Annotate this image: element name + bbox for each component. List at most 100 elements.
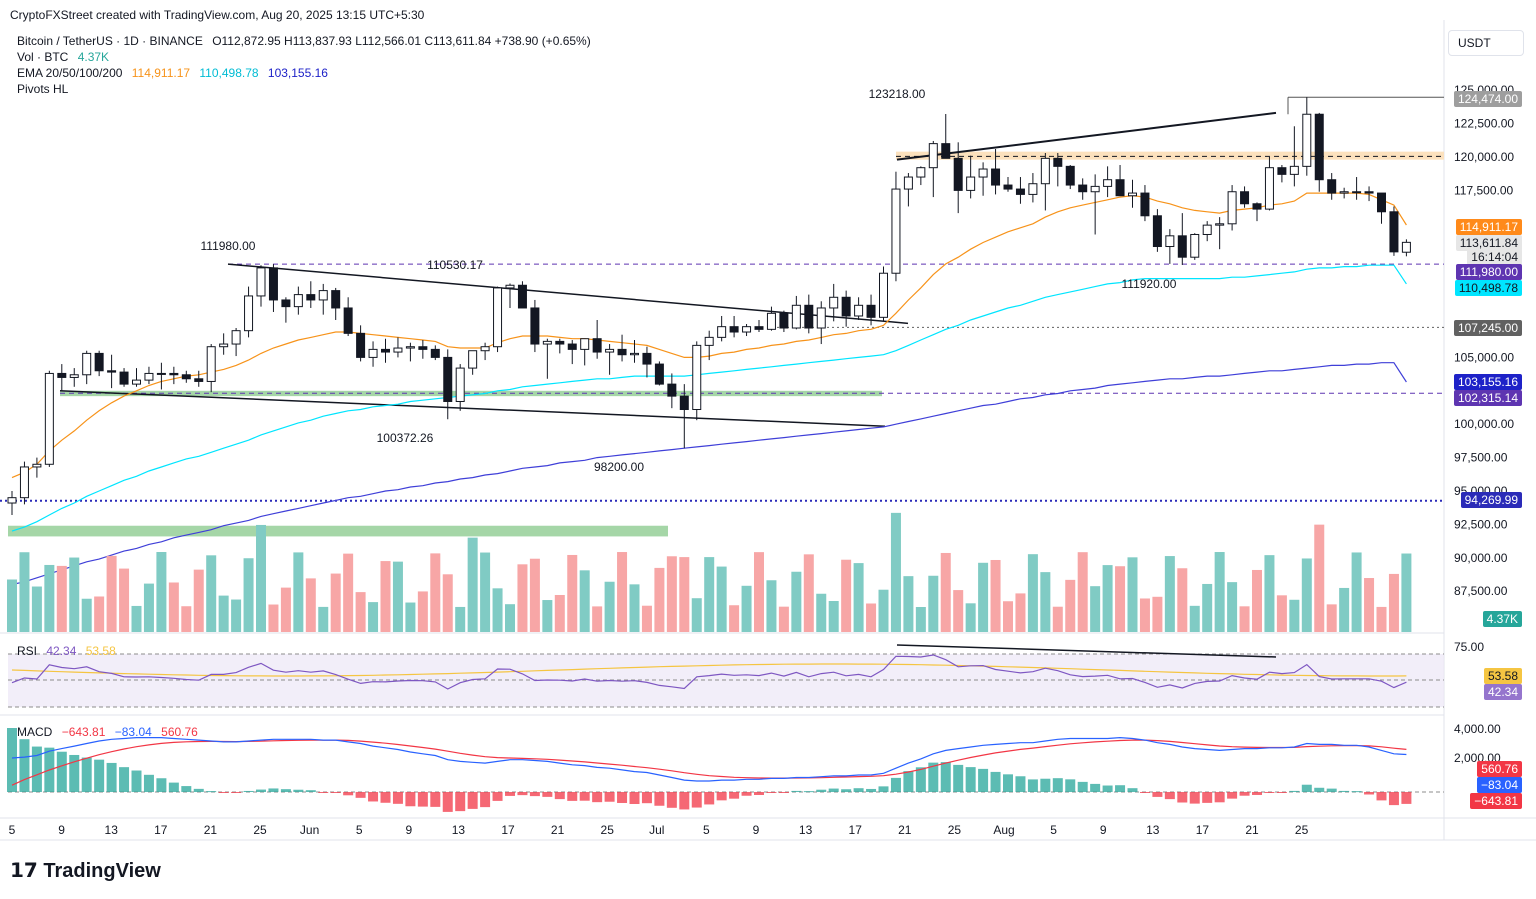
macd-line-value: −83.04 xyxy=(114,725,152,739)
macd-histogram-bar xyxy=(1314,787,1325,792)
candle-body xyxy=(1190,233,1200,258)
volume-bar xyxy=(803,554,814,632)
candle-body xyxy=(692,344,702,411)
candle-body xyxy=(1264,167,1274,210)
candle-body xyxy=(331,290,341,309)
x-tick-label: 5 xyxy=(9,823,16,837)
rsi-line xyxy=(11,654,1407,690)
price-label-124474: 124,474.00 xyxy=(1453,91,1522,107)
volume-bar xyxy=(567,554,578,632)
volume-bar xyxy=(1139,598,1150,632)
candle-body xyxy=(1040,157,1050,185)
macd-histogram-bar xyxy=(330,792,341,793)
candle-body xyxy=(1028,183,1038,195)
candle-body xyxy=(1015,188,1025,195)
volume-bar xyxy=(729,605,740,632)
candle-body xyxy=(418,346,428,350)
volume-bar xyxy=(890,512,901,632)
macd-histogram-bar xyxy=(778,792,789,793)
volume-bar xyxy=(268,604,279,632)
macd-histogram-bar xyxy=(666,792,677,808)
candle-body xyxy=(19,466,29,499)
rsi-legend[interactable]: RSI 42.34 53.58 xyxy=(17,644,122,658)
x-tick-label: 17 xyxy=(501,823,515,837)
candle-body xyxy=(605,348,615,353)
volume-bar xyxy=(1052,606,1063,632)
candle-body xyxy=(455,367,465,402)
candle-body xyxy=(567,343,577,350)
volume-bar xyxy=(1065,579,1076,632)
y-tick-label: 105,000.00 xyxy=(1454,350,1514,364)
candle-body xyxy=(1078,184,1088,193)
candle-body xyxy=(1352,191,1362,194)
volume-bar xyxy=(1364,578,1375,632)
price-label-current: 113,611.84 xyxy=(1455,235,1522,251)
macd-line-label: −83.04 xyxy=(1476,777,1522,793)
volume-bar xyxy=(778,606,789,632)
volume-bar xyxy=(69,557,80,632)
candle-body xyxy=(928,143,938,169)
macd-histogram-bar xyxy=(355,792,366,798)
volume-legend[interactable]: Vol · BTC 4.37K xyxy=(17,50,115,64)
volume-bar xyxy=(953,590,964,632)
volume-bar xyxy=(81,598,92,632)
price-label-102315: 102,315.14 xyxy=(1453,390,1522,406)
macd-histogram-bar xyxy=(978,768,989,792)
volume-bar xyxy=(1214,552,1225,632)
x-tick-label: Aug xyxy=(993,823,1014,837)
volume-bar xyxy=(1376,606,1387,632)
macd-histogram-bar xyxy=(1388,792,1399,806)
candle-body xyxy=(244,295,254,332)
macd-histogram-bar xyxy=(679,792,690,810)
ema-legend[interactable]: EMA 20/50/100/200 114,911.17 110,498.78 … xyxy=(17,66,334,80)
volume-bar xyxy=(193,569,204,632)
x-tick-label: 5 xyxy=(703,823,710,837)
volume-bar xyxy=(368,602,379,632)
macd-legend[interactable]: MACD −643.81 −83.04 560.76 xyxy=(17,725,204,739)
rsi-ma-label: 53.58 xyxy=(1483,668,1522,684)
candle-body xyxy=(1289,165,1299,175)
macd-histogram-bar xyxy=(7,728,17,792)
volume-bar xyxy=(1152,596,1163,632)
volume-bar xyxy=(330,573,341,632)
macd-histogram-bar xyxy=(318,792,329,793)
macd-tick-label: 4,000.00 xyxy=(1454,722,1501,736)
candle-body xyxy=(256,267,266,297)
volume-bar xyxy=(965,603,976,632)
volume-value: 4.37K xyxy=(77,50,110,64)
volume-bar xyxy=(430,553,441,632)
volume-bar xyxy=(7,579,17,632)
price-label-ema20: 114,911.17 xyxy=(1455,219,1522,235)
candle-body xyxy=(57,372,67,378)
volume-bar xyxy=(1003,601,1013,632)
macd-histogram-bar xyxy=(1102,785,1113,792)
candle-body xyxy=(717,326,727,338)
candle-body xyxy=(505,284,515,289)
currency-selector[interactable]: USDT xyxy=(1448,30,1524,56)
candle-body xyxy=(318,290,328,301)
macd-histogram-bar xyxy=(417,792,428,807)
macd-histogram-bar xyxy=(293,789,304,792)
candle-body xyxy=(1364,191,1374,194)
macd-histogram-bar xyxy=(1239,792,1250,796)
volume-bar xyxy=(94,596,105,632)
candle-body xyxy=(144,372,154,381)
macd-signal-line xyxy=(11,739,1407,786)
ohlc-values: O112,872.95 H113,837.93 L112,566.01 C113… xyxy=(212,34,591,48)
logo-mark-icon: 𝟭𝟳 xyxy=(10,860,44,882)
tradingview-logo[interactable]: 𝟭𝟳 TradingView xyxy=(10,858,161,883)
macd-histogram-bar xyxy=(442,792,453,812)
symbol-name[interactable]: Bitcoin / TetherUS · 1D · BINANCE xyxy=(17,34,203,48)
pivots-legend[interactable]: Pivots HL xyxy=(17,82,69,96)
candle-body xyxy=(1401,241,1411,253)
volume-bar xyxy=(1027,554,1038,632)
candle-body xyxy=(82,352,92,376)
macd-histogram-bar xyxy=(94,759,105,792)
volume-bar xyxy=(529,558,540,632)
macd-histogram-bar xyxy=(990,771,1001,792)
macd-histogram-bar xyxy=(1264,792,1275,793)
macd-histogram-bar xyxy=(841,789,852,792)
x-tick-label: 17 xyxy=(849,823,863,837)
candle-body xyxy=(1240,191,1250,205)
